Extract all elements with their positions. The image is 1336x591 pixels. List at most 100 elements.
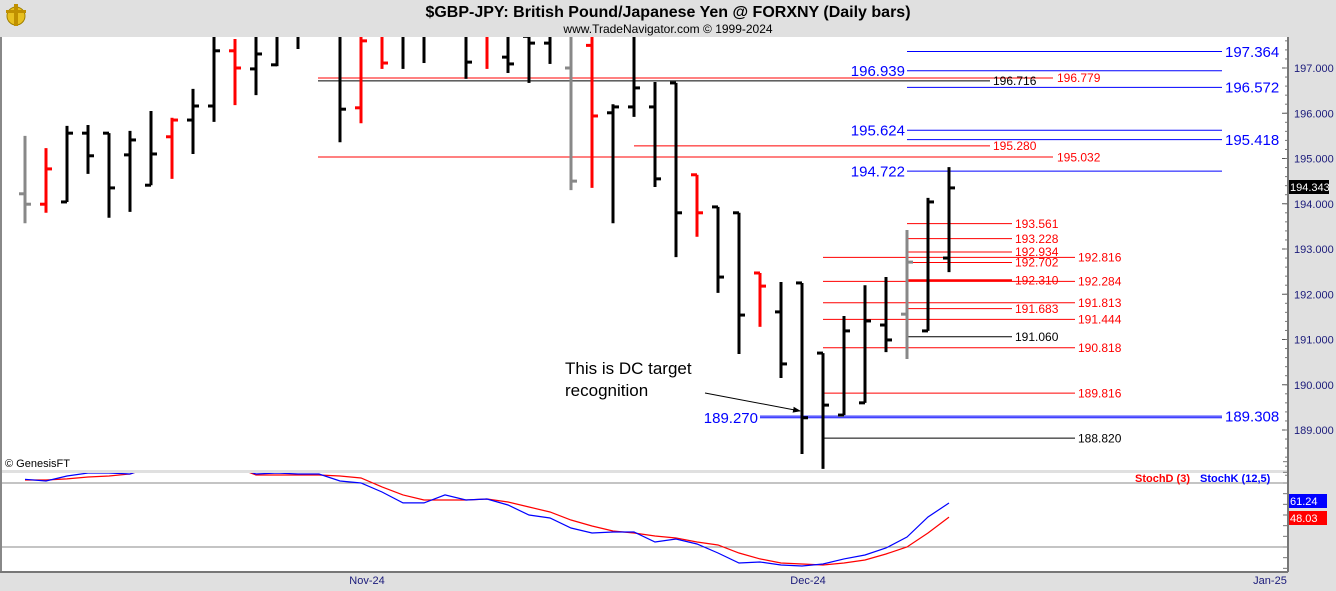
ohlc-bar (880, 277, 892, 353)
level-label: 194.722 (851, 163, 905, 180)
level-label: 188.820 (1078, 431, 1122, 445)
price-tick-label: 194.000 (1294, 199, 1334, 211)
ohlc-bar (670, 81, 682, 258)
price-tick-label: 196.000 (1294, 108, 1334, 120)
ohlc-bar (313, 0, 325, 27)
series-stochk (24, 473, 950, 567)
price-tick-label: 191.000 (1294, 335, 1334, 347)
ohlc-bar (40, 148, 52, 213)
level-label: 196.939 (851, 63, 905, 80)
ohlc-bar (124, 130, 136, 212)
ohlc-bar (796, 281, 808, 454)
ohlc-bar (187, 88, 199, 154)
price-tick-label: 193.000 (1294, 244, 1334, 256)
level-label: 189.308 (1225, 408, 1279, 425)
ohlc-bar (355, 37, 367, 124)
level-label: 189.270 (704, 410, 758, 427)
ohlc-bar (922, 197, 934, 333)
ohlc-bar (61, 125, 73, 204)
ohlc-bar (628, 37, 640, 117)
level-label: 192.284 (1078, 275, 1122, 289)
ohlc-bar (712, 205, 724, 293)
level-label: 196.779 (1057, 71, 1101, 85)
stochd-value: 48.03 (1290, 513, 1318, 525)
last-price-box (1289, 180, 1329, 194)
level-label: 192.310 (1015, 273, 1059, 287)
ohlc-bar (103, 131, 115, 218)
date-label: Nov-24 (349, 575, 384, 587)
chart-subtitle: www.TradeNavigator.com © 1999-2024 (562, 22, 772, 36)
level-label: 192.702 (1015, 256, 1059, 270)
level-label: 189.816 (1078, 386, 1122, 400)
stochk-value: 61.24 (1290, 496, 1318, 508)
level-label: 195.032 (1057, 150, 1101, 164)
level-label: 191.813 (1078, 296, 1122, 310)
ohlc-bar (838, 315, 850, 417)
price-bars (19, 0, 955, 469)
price-tick-label: 190.000 (1294, 380, 1334, 392)
level-label: 192.816 (1078, 251, 1122, 265)
chart-title: $GBP-JPY: British Pound/Japanese Yen @ F… (425, 4, 910, 21)
stochk-value-box (1289, 494, 1327, 508)
ohlc-bar (502, 37, 514, 73)
level-label: 193.561 (1015, 217, 1059, 231)
ohlc-bar (607, 104, 619, 224)
level-label: 195.280 (993, 139, 1037, 153)
ohlc-bar (733, 211, 745, 354)
ohlc-bar (943, 167, 955, 273)
ohlc-bar (338, 37, 346, 143)
ohlc-bar (817, 351, 829, 469)
ohlc-bar (901, 229, 913, 359)
ohlc-bar (229, 39, 241, 106)
ohlc-bar (485, 37, 489, 69)
price-tick-label: 197.000 (1294, 63, 1334, 75)
ohlc-bar (464, 37, 472, 79)
copyright-label: © GenesisFT (5, 458, 70, 470)
ohlc-bar (523, 37, 535, 83)
level-label: 196.716 (993, 74, 1037, 88)
ohlc-bar (422, 37, 426, 64)
level-label: 195.418 (1225, 132, 1279, 149)
ohlc-bar (296, 37, 300, 49)
date-axis: Nov-24 Dec-24 Jan-25 (349, 575, 1287, 587)
app-logo-icon (6, 4, 26, 26)
ohlc-bar (271, 37, 279, 67)
level-label: 191.060 (1015, 330, 1059, 344)
stochastic-panel (0, 473, 1288, 572)
last-price-label: 194.343 (1290, 182, 1330, 194)
price-axis: 189.000 190.000 191.000 192.000 193.000 194.0… (1282, 40, 1334, 569)
price-tick-label: 192.000 (1294, 289, 1334, 301)
ohlc-bar (166, 117, 178, 179)
level-label: 191.444 (1078, 313, 1122, 327)
ohlc-bar (859, 285, 871, 405)
level-label: 193.228 (1015, 232, 1059, 246)
level-label: 192.934 (1015, 245, 1059, 259)
ohlc-bar (82, 125, 94, 174)
price-tick-label: 195.000 (1294, 154, 1334, 166)
annotation-line-2: recognition (565, 381, 648, 400)
ohlc-bar (250, 37, 262, 96)
annotation-line-1: This is DC target (565, 359, 692, 378)
level-label: 195.624 (851, 123, 905, 140)
ohlc-bar (544, 37, 552, 64)
ohlc-bar (649, 82, 661, 188)
level-label: 197.364 (1225, 44, 1279, 61)
level-label: 190.818 (1078, 341, 1122, 355)
legend-stochk: StochK (12,5) (1200, 473, 1271, 485)
ohlc-bar (401, 37, 405, 69)
stochd-value-box (1289, 511, 1327, 525)
ohlc-bar (754, 271, 766, 327)
level-label: 191.683 (1015, 302, 1059, 316)
ohlc-bar (586, 37, 598, 188)
legend-stochd: StochD (3) (1135, 473, 1190, 485)
ohlc-bar (380, 37, 388, 69)
date-label: Dec-24 (790, 575, 825, 587)
price-tick-label: 189.000 (1294, 425, 1334, 437)
ohlc-bar (565, 37, 577, 191)
ohlc-bar (19, 135, 31, 224)
ohlc-bar (145, 110, 157, 187)
level-lines: 197.364 196.939 196.779 196.716 196.572 195.6… (318, 44, 1279, 445)
ohlc-bar (691, 173, 703, 237)
date-label: Jan-25 (1253, 575, 1287, 587)
